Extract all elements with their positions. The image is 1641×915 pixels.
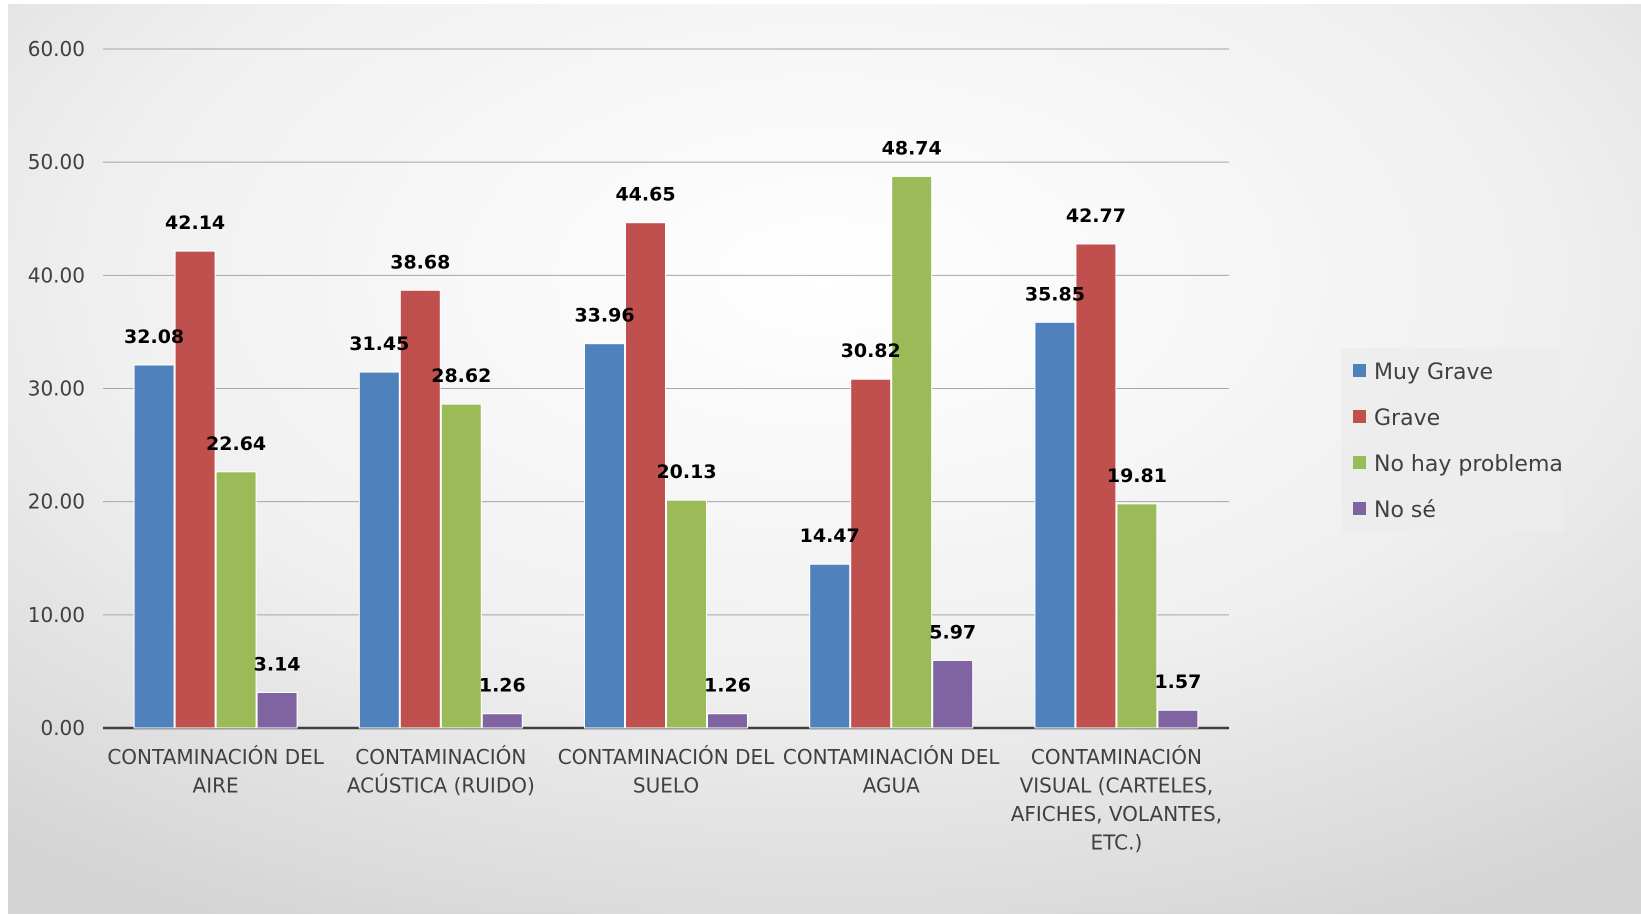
- category-label: CONTAMINACIÓN ACÚSTICA (RUIDO): [347, 745, 535, 798]
- bar-no-s--1: [481, 713, 523, 729]
- y-tick-label: 20.00: [28, 490, 85, 514]
- legend-label: No hay problema: [1374, 452, 1563, 477]
- y-tick-label: 40.00: [28, 263, 85, 287]
- y-axis-ticks: 0.00 10.00 20.00 30.00 40.00 50.00 60.00: [28, 37, 85, 740]
- category-label-line: AGUA: [863, 774, 920, 798]
- legend-swatch: [1353, 364, 1366, 377]
- bar-no-s--3: [932, 659, 974, 729]
- bar-no-s--4: [1157, 709, 1199, 729]
- legend-swatch: [1353, 410, 1366, 423]
- data-label: 20.13: [656, 461, 716, 483]
- category-label: CONTAMINACIÓN DEL SUELO: [558, 745, 775, 798]
- category-label-line: ETC.): [1090, 831, 1142, 855]
- x-axis-categories: CONTAMINACIÓN DEL AIRE CONTAMINACIÓN ACÚSTI…: [107, 745, 1222, 855]
- y-tick-label: 60.00: [28, 37, 85, 61]
- data-label: 22.64: [206, 433, 266, 455]
- bar-muy-grave-1: [358, 371, 400, 729]
- bar-grave-4: [1075, 243, 1117, 729]
- data-label: 33.96: [574, 305, 634, 327]
- data-label: 1.26: [704, 675, 751, 697]
- category-label-line: ACÚSTICA (RUIDO): [347, 774, 535, 798]
- data-label: 30.82: [841, 340, 901, 362]
- bar-no-hay-problema-1: [440, 403, 482, 729]
- data-label: 42.77: [1066, 205, 1126, 227]
- category-label-line: VISUAL (CARTELES,: [1020, 774, 1214, 798]
- y-tick-label: 10.00: [28, 603, 85, 627]
- category-label-line: AFICHES, VOLANTES,: [1011, 802, 1222, 826]
- bar-muy-grave-2: [584, 343, 625, 729]
- y-tick-label: 30.00: [28, 377, 85, 401]
- data-label: 5.97: [929, 621, 976, 643]
- data-label: 31.45: [349, 333, 409, 355]
- bar-no-hay-problema-2: [666, 499, 707, 729]
- bar-muy-grave-0: [133, 364, 175, 729]
- data-label: 44.65: [615, 184, 675, 206]
- legend: Muy Grave Grave No hay problema No sé: [1341, 348, 1563, 532]
- data-label: 32.08: [124, 326, 184, 348]
- bar-no-s--0: [256, 691, 298, 729]
- category-label: CONTAMINACIÓN VISUAL (CARTELES, AFICHES, V…: [1011, 745, 1222, 855]
- category-label-line: CONTAMINACIÓN DEL: [107, 745, 324, 769]
- category-label-line: SUELO: [633, 774, 699, 798]
- category-label-line: CONTAMINACIÓN: [355, 745, 526, 769]
- data-label: 1.57: [1154, 671, 1201, 693]
- legend-label: No sé: [1374, 498, 1436, 523]
- legend-swatch: [1353, 502, 1366, 515]
- bar-grave-0: [174, 250, 216, 729]
- bar-grave-1: [399, 289, 441, 729]
- bar-no-hay-problema-4: [1116, 503, 1158, 729]
- legend-label: Muy Grave: [1374, 360, 1493, 385]
- category-label-line: CONTAMINACIÓN DEL: [558, 745, 775, 769]
- y-tick-label: 50.00: [28, 150, 85, 174]
- data-label: 42.14: [165, 212, 225, 234]
- data-label: 48.74: [882, 137, 942, 159]
- data-label: 1.26: [479, 675, 526, 697]
- data-label: 38.68: [390, 251, 450, 273]
- bar-grave-2: [625, 222, 666, 729]
- data-label: 19.81: [1107, 465, 1167, 487]
- bar-muy-grave-4: [1034, 321, 1076, 729]
- data-label: 14.47: [800, 525, 860, 547]
- category-label: CONTAMINACIÓN DEL AGUA: [783, 745, 1000, 798]
- bar-no-s--2: [707, 713, 748, 729]
- bar-grave-3: [850, 378, 892, 729]
- category-label-line: CONTAMINACIÓN DEL: [783, 745, 1000, 769]
- bar-no-hay-problema-0: [215, 471, 257, 729]
- data-labels: 32.08 42.14 22.64 3.14 31.45 38.68 28.62 1.26 33…: [124, 137, 1201, 696]
- category-label: CONTAMINACIÓN DEL AIRE: [107, 745, 324, 798]
- bars: [133, 175, 1199, 729]
- category-label-line: CONTAMINACIÓN: [1031, 745, 1202, 769]
- legend-label: Grave: [1374, 406, 1440, 431]
- bar-muy-grave-3: [809, 563, 851, 729]
- category-label-line: AIRE: [193, 774, 239, 798]
- data-label: 28.62: [431, 365, 491, 387]
- data-label: 35.85: [1025, 283, 1085, 305]
- data-label: 3.14: [254, 653, 301, 675]
- y-tick-label: 0.00: [40, 716, 85, 740]
- legend-box: [1341, 348, 1563, 532]
- bar-no-hay-problema-3: [891, 175, 933, 729]
- legend-swatch: [1353, 456, 1366, 469]
